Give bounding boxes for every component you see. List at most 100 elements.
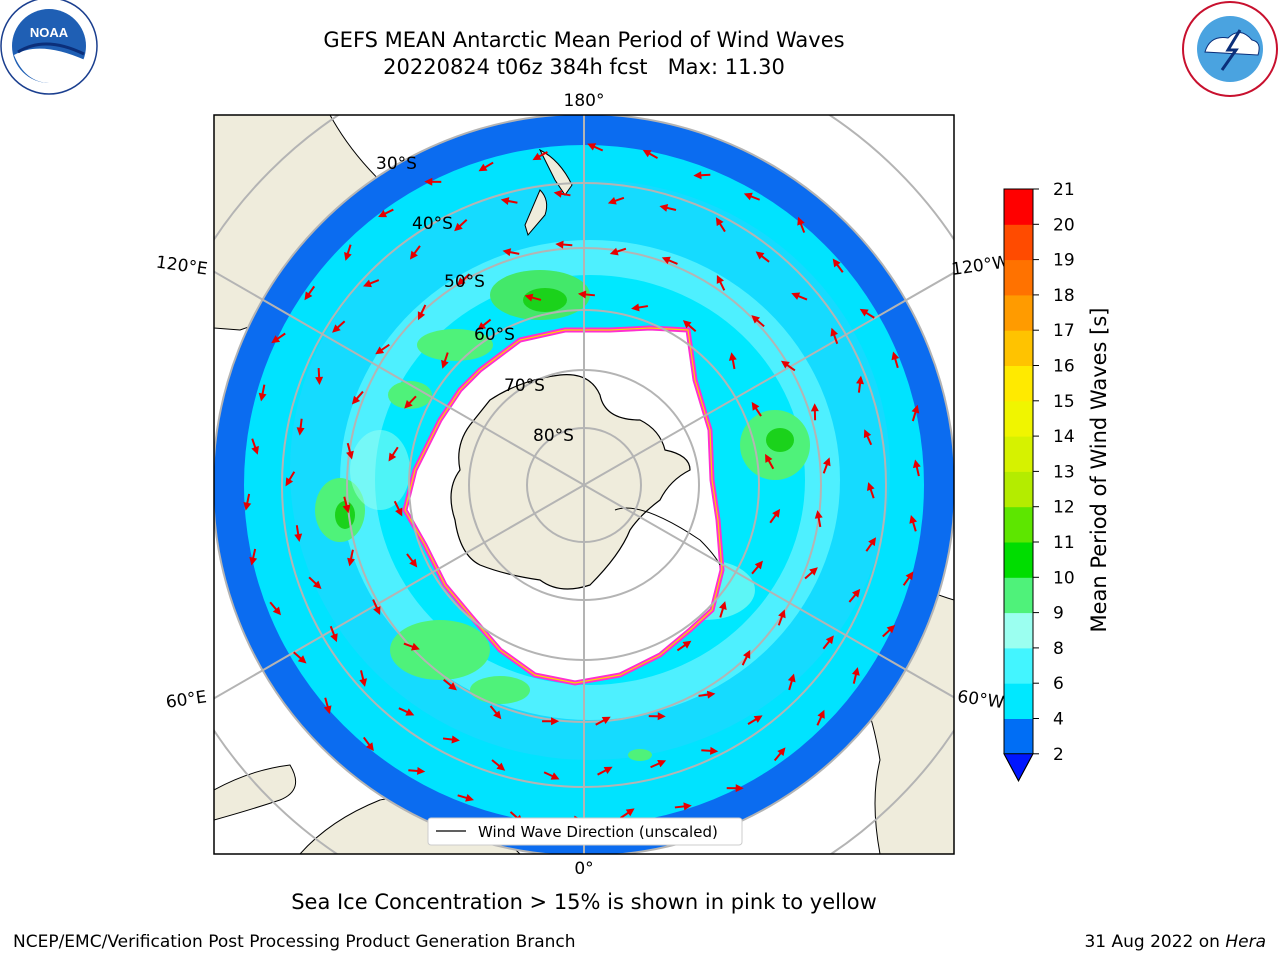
lat-label-40s: 40°S	[412, 214, 453, 234]
wind-wave-arrowhead	[601, 716, 611, 725]
wind-wave-arrowhead	[347, 557, 355, 567]
wind-wave-arrowhead	[642, 149, 652, 158]
noaa-logo-text: NOAA	[30, 25, 69, 40]
wind-wave-arrowhead	[323, 705, 332, 715]
wind-wave-arrowhead	[448, 682, 457, 691]
wind-wave-arrowhead	[297, 655, 307, 664]
wind-wave-arrows	[243, 143, 921, 824]
wind-wave-arrowhead	[809, 567, 818, 576]
colorbar-tick-label: 12	[1053, 498, 1075, 518]
colorbar-segment	[1004, 294, 1033, 331]
colorbar-tick-label: 14	[1053, 427, 1075, 447]
lon-label-0: 0°	[574, 859, 593, 879]
wind-wave-arrowhead	[856, 375, 864, 385]
lon-label-60e: 60°E	[165, 687, 208, 712]
wind-wave-arrowhead	[814, 510, 823, 519]
colorbar-tick-label: 18	[1053, 286, 1075, 306]
wind-wave-arrowhead	[272, 606, 282, 616]
wind-wave-arrowhead	[683, 802, 692, 811]
wind-wave-arrowhead	[631, 303, 640, 312]
wind-wave-arrowhead	[797, 216, 805, 226]
wind-wave-arrowhead	[603, 766, 613, 775]
wind-wave-arrowhead	[715, 217, 724, 227]
wind-wave-arrowhead	[607, 196, 617, 205]
wind-wave-arrowhead	[693, 171, 702, 180]
wind-wave-arrowhead	[830, 327, 838, 337]
wind-wave-arrowhead	[417, 311, 426, 321]
wind-wave-arrowhead	[555, 240, 564, 249]
wind-wave-arrowhead	[346, 450, 354, 460]
wind-wave-arrowhead	[823, 457, 831, 467]
colorbar-segment	[1004, 224, 1033, 261]
wind-wave-arrowhead	[772, 508, 781, 518]
wind-wave-arrowhead	[424, 177, 433, 186]
lat-label-70s: 70°S	[504, 376, 545, 396]
colorbar-segment	[1004, 259, 1033, 296]
colorbar-segment	[1004, 189, 1033, 225]
colorbar-tick-label: 13	[1053, 462, 1075, 482]
wind-wave-arrowhead	[778, 609, 786, 619]
wind-wave-arrowhead	[243, 501, 252, 511]
wind-wave-arrowhead	[625, 808, 635, 817]
wind-wave-arrowhead	[500, 197, 510, 205]
noaa-logo-icon: NOAA	[0, 0, 98, 95]
wind-wave-arrowhead	[735, 784, 744, 793]
wind-wave-arrowhead	[496, 762, 506, 771]
wind-wave-arrowhead	[706, 690, 716, 699]
wind-wave-arrowhead	[912, 459, 921, 469]
wind-wave-arrowhead	[867, 482, 875, 491]
footer-credit: NCEP/EMC/Verification Post Processing Pr…	[13, 932, 576, 952]
colorbar-tick-label: 19	[1053, 251, 1075, 271]
wind-wave-arrowhead	[378, 209, 388, 218]
wind-wave-arrowhead	[315, 376, 324, 385]
wind-wave-arrowhead	[780, 360, 790, 369]
wind-wave-arrowhead	[271, 335, 281, 344]
wind-wave-arrowhead	[294, 533, 303, 543]
wind-wave-arrowhead	[454, 222, 463, 232]
wind-wave-arrowhead	[251, 445, 259, 455]
colorbar-outline	[1003, 188, 1034, 782]
wind-wave-arrowhead	[791, 292, 801, 300]
wind-wave-arrowhead	[550, 772, 560, 780]
wind-wave-arrowhead	[657, 712, 666, 721]
wind-wave-arrowhead	[905, 571, 914, 581]
colorbar-segment	[1004, 577, 1033, 614]
colorbar-segment	[1004, 647, 1033, 684]
map-legend: Wind Wave Direction (unscaled)	[427, 817, 743, 846]
colorbar-segment	[1004, 365, 1033, 402]
wind-wave-arrowhead	[405, 708, 415, 716]
wind-wave-arrowhead	[258, 392, 267, 402]
colorbar-segment	[1004, 683, 1033, 719]
colorbar-segment	[1004, 471, 1033, 508]
colorbar-extend-triangle	[1003, 753, 1034, 782]
wind-wave-arrowhead	[409, 558, 418, 568]
wind-wave-arrowhead	[832, 258, 841, 268]
colorbar-segment	[1004, 330, 1033, 366]
wind-wave-arrowhead	[451, 735, 460, 744]
lat-label-60s: 60°S	[474, 325, 515, 345]
wind-wave-arrowhead	[891, 351, 900, 361]
wind-wave-arrowhead	[710, 746, 719, 755]
wind-wave-arrowhead	[868, 537, 877, 547]
wind-wave-arrowhead	[344, 252, 352, 261]
wind-wave-arrowhead	[743, 192, 753, 201]
wind-wave-arrowhead	[751, 315, 760, 324]
footer-date-text: 31 Aug 2022 on	[1084, 932, 1226, 952]
wind-wave-arrowhead	[478, 163, 488, 172]
wind-wave-arrowhead	[810, 403, 819, 412]
wind-wave-arrowhead	[363, 279, 372, 288]
wind-wave-arrowhead	[909, 514, 918, 524]
lon-label-180: 180°	[564, 91, 605, 111]
colorbar-tick-label: 10	[1053, 568, 1075, 588]
wind-wave-arrowhead	[285, 477, 294, 487]
colorbar-segment	[1004, 612, 1033, 649]
wind-wave-arrowhead	[765, 453, 773, 463]
legend-label: Wind Wave Direction (unscaled)	[478, 823, 718, 841]
wind-wave-arrowhead	[493, 710, 502, 720]
colorbar-label: Mean Period of Wind Waves [s]	[1087, 308, 1111, 633]
colorbar-tick-label: 11	[1053, 533, 1075, 553]
colorbar-tick-label: 20	[1053, 215, 1075, 235]
wind-wave-arrowhead	[817, 709, 825, 719]
wind-wave-arrowhead	[296, 427, 305, 436]
